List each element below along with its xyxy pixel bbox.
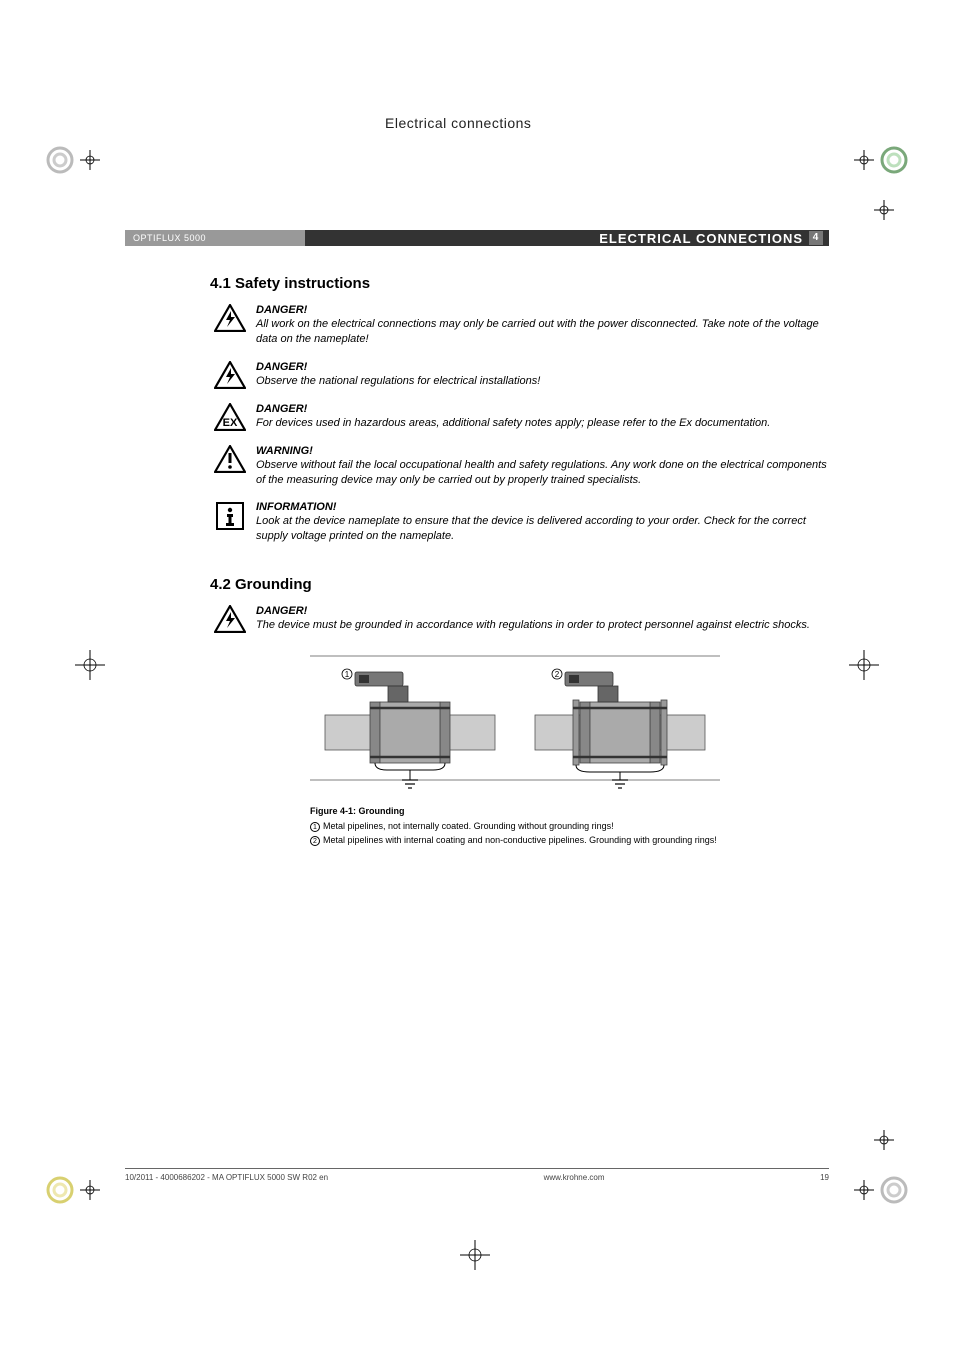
block-title: DANGER! <box>256 304 829 316</box>
danger-block: DANGER! Observe the national regulations… <box>210 361 829 389</box>
svg-text:EX: EX <box>223 417 238 429</box>
block-title: DANGER! <box>256 361 829 373</box>
crop-mark-br <box>854 1160 914 1220</box>
crop-mark-tl <box>40 130 100 190</box>
svg-text:1: 1 <box>345 670 350 679</box>
header-title: ELECTRICAL CONNECTIONS 4 <box>305 230 829 246</box>
crop-mark-bc <box>445 1225 505 1285</box>
warning-block: WARNING! Observe without fail the local … <box>210 445 829 488</box>
crop-mark-bl <box>40 1160 100 1220</box>
block-title: DANGER! <box>256 403 829 415</box>
figure-notes: 1Metal pipelines, not internally coated.… <box>310 820 829 847</box>
svg-text:2: 2 <box>555 670 560 679</box>
footer-right: 19 <box>820 1173 829 1182</box>
header-chapter-num: 4 <box>809 231 823 245</box>
tab-title: Electrical connections <box>385 115 531 131</box>
block-text: For devices used in hazardous areas, add… <box>256 416 829 431</box>
fig-num-1: 1 <box>310 822 320 832</box>
crop-mark-br2 <box>854 1090 914 1150</box>
crop-mark-tr <box>854 130 914 190</box>
info-block: INFORMATION! Look at the device nameplat… <box>210 501 829 544</box>
content: 4.1 Safety instructions DANGER! All work… <box>210 275 829 847</box>
figure-caption: Figure 4-1: Grounding <box>310 806 829 816</box>
block-title: DANGER! <box>256 605 829 617</box>
block-text: The device must be grounded in accordanc… <box>256 618 829 633</box>
footer-left: 10/2011 - 4000686202 - MA OPTIFLUX 5000 … <box>125 1173 328 1182</box>
fig-num-2: 2 <box>310 836 320 846</box>
electric-hazard-icon <box>210 304 250 332</box>
page: Electrical connections OPTIFLUX 5000 ELE… <box>0 0 954 1350</box>
crop-mark-mr <box>839 635 899 695</box>
block-text: All work on the electrical connections m… <box>256 317 829 347</box>
info-icon <box>210 501 250 531</box>
header-bar: OPTIFLUX 5000 ELECTRICAL CONNECTIONS 4 <box>125 228 829 248</box>
electric-hazard-icon <box>210 361 250 389</box>
crop-mark-tr2 <box>854 200 914 260</box>
section-4-1-title: 4.1 Safety instructions <box>210 275 829 292</box>
explosion-hazard-icon: EX <box>210 403 250 431</box>
warning-icon <box>210 445 250 473</box>
block-text: Observe without fail the local occupatio… <box>256 458 829 488</box>
header-title-text: ELECTRICAL CONNECTIONS <box>599 231 803 246</box>
section-4-2-title: 4.2 Grounding <box>210 576 829 593</box>
block-title: INFORMATION! <box>256 501 829 513</box>
electric-hazard-icon <box>210 605 250 633</box>
danger-ex-block: EX DANGER! For devices used in hazardous… <box>210 403 829 431</box>
grounding-diagram: 1 <box>310 655 720 795</box>
figure-grounding: 1 <box>310 655 829 847</box>
crop-mark-ml <box>55 635 115 695</box>
footer-center: www.krohne.com <box>544 1173 605 1182</box>
block-title: WARNING! <box>256 445 829 457</box>
block-text: Look at the device nameplate to ensure t… <box>256 514 829 544</box>
fig-note-2: Metal pipelines with internal coating an… <box>323 835 717 845</box>
fig-note-1: Metal pipelines, not internally coated. … <box>323 821 614 831</box>
danger-block: DANGER! The device must be grounded in a… <box>210 605 829 633</box>
footer: 10/2011 - 4000686202 - MA OPTIFLUX 5000 … <box>125 1168 829 1182</box>
block-text: Observe the national regulations for ele… <box>256 374 829 389</box>
danger-block: DANGER! All work on the electrical conne… <box>210 304 829 347</box>
header-product: OPTIFLUX 5000 <box>125 230 305 246</box>
